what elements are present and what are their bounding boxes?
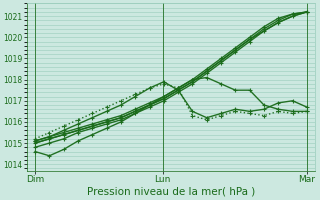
X-axis label: Pression niveau de la mer( hPa ): Pression niveau de la mer( hPa ) [87, 187, 255, 197]
